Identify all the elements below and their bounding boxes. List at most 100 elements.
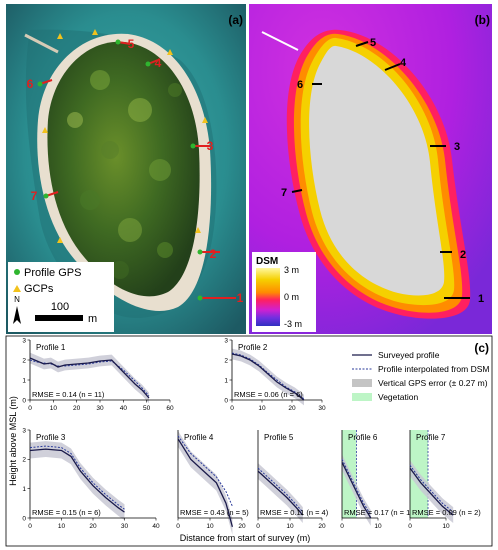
x-tick-label: 30 [121, 523, 129, 530]
interpolated-profile-line [231, 352, 305, 400]
dsm-top-label: 3 m [284, 265, 299, 275]
north-arrow-icon [13, 306, 21, 324]
gcp-legend-label: GCPs [24, 283, 54, 295]
gps-error-band [30, 352, 149, 404]
panel-a-profile-label-1: 1 [237, 291, 244, 305]
profile-subplot-3: 0 10 20 30 40 0 1 2 3 Profile 3 RMSE = 0.15 (n = 6… [22, 427, 160, 530]
vegetation-legend-label: Vegetation [378, 392, 418, 402]
profile-subplot-2: 0 10 20 30 0 1 2 3 Profile 2 RMSE = 0.06 (n = 6) [224, 337, 326, 412]
y-tick-label: 0 [22, 397, 26, 404]
panel-a-forest [47, 41, 200, 297]
panel-a-gps-point-3 [190, 143, 196, 149]
panel-a: 1 2 3 4 5 6 7 (a) Profile GPS GCPs N 100 m [6, 4, 246, 334]
rmse-annotation: RMSE = 0.43 (n = 5) [180, 508, 249, 517]
surveyed-profile-line [29, 448, 125, 513]
subplot-title: Profile 4 [184, 433, 214, 442]
panel-b-profile-line-7 [291, 189, 303, 193]
x-tick-label: 20 [318, 523, 326, 530]
subplot-title: Profile 2 [238, 343, 268, 352]
panel-b-jetty [261, 31, 299, 51]
rmse-annotation: RMSE = 0.06 (n = 6) [234, 390, 303, 399]
panel-a-profile-label-3: 3 [207, 139, 214, 153]
gps-error-band [30, 441, 125, 521]
panel-a-canopy-texture [67, 70, 182, 279]
gps-legend-label: Profile GPS [24, 267, 81, 279]
subplot-title: Profile 6 [348, 433, 378, 442]
y-tick-label: 0 [224, 397, 228, 404]
gps-error-band [410, 460, 454, 523]
profile-subplot-6: 0 10 Profile 6 RMSE = 0.17 (n = 1) [340, 430, 413, 530]
subplot-title: Profile 7 [416, 433, 446, 442]
north-label: N [14, 295, 20, 304]
x-tick-label: 60 [166, 405, 174, 412]
gps-error-band [232, 348, 304, 406]
panel-a-gcp-marker [202, 117, 208, 123]
surveyed-profile-line [177, 438, 234, 527]
x-tick-label: 20 [238, 523, 246, 530]
surveyed-legend-label: Surveyed profile [378, 350, 440, 360]
dsm-colorbar [256, 268, 280, 326]
x-tick-label: 0 [176, 523, 180, 530]
panel-b-profile-label-3: 3 [454, 141, 460, 153]
interpolated-profile-line [409, 464, 454, 513]
panel-b-letter: (b) [475, 13, 490, 27]
panel-a-profile-label-4: 4 [155, 56, 162, 70]
panel-a-gcp-marker [57, 237, 63, 243]
panel-b-land [309, 45, 445, 296]
y-tick-label: 1 [22, 486, 26, 493]
panel-a-profile-label-2: 2 [210, 247, 217, 261]
gps-legend-icon [14, 269, 20, 275]
rmse-annotation: RMSE = 0.15 (n = 6) [32, 508, 101, 517]
scale-value: 100 [51, 301, 69, 313]
panel-b-profile-label-4: 4 [400, 57, 407, 69]
error-legend-swatch [352, 379, 372, 387]
interpolated-profile-line [29, 445, 125, 510]
y-tick-label: 3 [22, 427, 26, 434]
x-tick-label: 0 [256, 523, 260, 530]
panel-a-gps-point-7 [43, 193, 49, 199]
panel-a-gps-point-1 [197, 295, 203, 301]
profile-subplot-5: 0 10 20 Profile 5 RMSE = 0.11 (n = 4) [256, 430, 329, 530]
surveyed-profile-line [231, 353, 305, 401]
rmse-annotation: RMSE = 0.11 (n = 4) [260, 508, 329, 517]
dsm-legend-title: DSM [256, 256, 278, 267]
panel-b: 1 2 3 4 5 6 7 (b) DSM 3 m 0 m -3 m [249, 4, 492, 334]
y-tick-label: 0 [22, 515, 26, 522]
panel-a-gcp-marker [167, 49, 173, 55]
scale-unit: m [88, 313, 97, 325]
x-tick-label: 40 [152, 523, 160, 530]
panel-a-letter: (a) [228, 13, 243, 27]
rmse-annotation: RMSE = 0.14 (n = 11) [32, 390, 105, 399]
panel-b-profile-label-2: 2 [460, 249, 466, 261]
panel-b-profile-label-1: 1 [478, 293, 484, 305]
x-tick-label: 10 [50, 405, 58, 412]
rmse-annotation: RMSE = 0.17 (n = 1) [344, 508, 413, 517]
gps-error-band [342, 454, 371, 526]
x-tick-label: 0 [340, 523, 344, 530]
subplot-title: Profile 3 [36, 433, 66, 442]
panel-a-gcp-marker [57, 33, 63, 39]
x-tick-label: 10 [206, 523, 214, 530]
vegetation-legend-swatch [352, 393, 372, 401]
x-tick-label: 20 [89, 523, 97, 530]
y-tick-label: 2 [22, 357, 26, 364]
x-tick-label: 10 [286, 523, 294, 530]
panel-c-letter: (c) [474, 341, 489, 355]
panel-b-profiles: 1 2 3 4 5 6 7 [281, 37, 484, 305]
panel-b-profile-line-4 [384, 63, 401, 71]
x-tick-label: 30 [318, 405, 326, 412]
panel-a-profile-label-6: 6 [27, 77, 34, 91]
panel-a-gps-point-4 [145, 61, 151, 67]
x-tick-label: 10 [374, 523, 382, 530]
panel-a-gps-point-6 [37, 81, 43, 87]
x-tick-label: 10 [58, 523, 66, 530]
x-tick-label: 40 [120, 405, 128, 412]
x-tick-label: 50 [143, 405, 151, 412]
panel-a-profile-label-7: 7 [31, 189, 38, 203]
panel-a-jetty [24, 33, 59, 54]
x-tick-label: 10 [258, 405, 266, 412]
y-tick-label: 3 [22, 337, 26, 344]
x-tick-label: 0 [28, 405, 32, 412]
panel-c: (c) Height above MSL (m) Distance from s… [5, 335, 493, 547]
